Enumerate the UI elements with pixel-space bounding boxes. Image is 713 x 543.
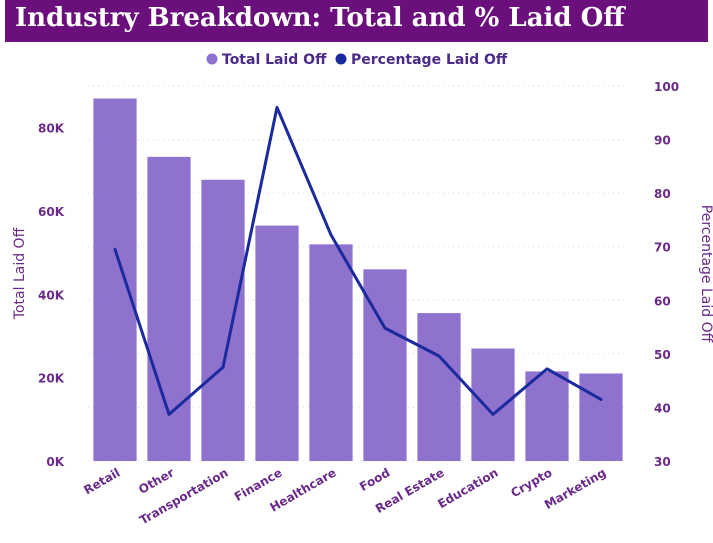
y2-tick-label: 40 xyxy=(654,401,671,415)
bar xyxy=(579,373,623,461)
y2-tick-label: 30 xyxy=(654,455,671,469)
x-tick-label: Retail xyxy=(81,465,122,497)
y-tick-label: 0K xyxy=(46,455,64,469)
y2-tick-label: 70 xyxy=(654,241,671,255)
x-tick-label: Education xyxy=(435,465,500,511)
y2-tick-label: 50 xyxy=(654,348,671,362)
y-tick-label: 80K xyxy=(38,122,65,136)
bar xyxy=(525,371,569,461)
bar xyxy=(471,348,515,461)
y2-tick-label: 100 xyxy=(654,80,679,94)
x-tick-label: Crypto xyxy=(508,465,554,500)
x-tick-label: Marketing xyxy=(542,465,609,511)
legend-label-percentage: Percentage Laid Off xyxy=(351,52,508,68)
x-tick-label: Transportation xyxy=(137,465,230,527)
y2-tick-label: 90 xyxy=(654,134,671,148)
y-tick-label: 40K xyxy=(38,288,65,302)
chart-title: Industry Breakdown: Total and % Laid Off xyxy=(15,3,625,33)
legend-marker-percentage xyxy=(335,53,347,65)
y-tick-label: 60K xyxy=(38,205,65,219)
bar xyxy=(255,225,299,461)
x-tick-label: Food xyxy=(357,465,392,494)
title-bar: Industry Breakdown: Total and % Laid Off xyxy=(5,0,708,42)
x-tick-label: Other xyxy=(136,465,176,496)
y-tick-label: 20K xyxy=(38,372,65,386)
percentage-line xyxy=(113,105,603,416)
y2-tick-label: 60 xyxy=(654,294,671,308)
bar xyxy=(363,269,407,461)
bar xyxy=(309,244,353,461)
bar xyxy=(417,313,461,461)
y2-tick-label: 80 xyxy=(654,187,671,201)
legend-marker-total xyxy=(206,53,218,65)
legend-label-total: Total Laid Off xyxy=(222,52,327,68)
y-axis-title: Total Laid Off xyxy=(12,227,28,320)
bar xyxy=(201,179,245,461)
bar xyxy=(93,98,137,461)
y2-axis-title: Percentage Laid Off xyxy=(698,205,713,343)
